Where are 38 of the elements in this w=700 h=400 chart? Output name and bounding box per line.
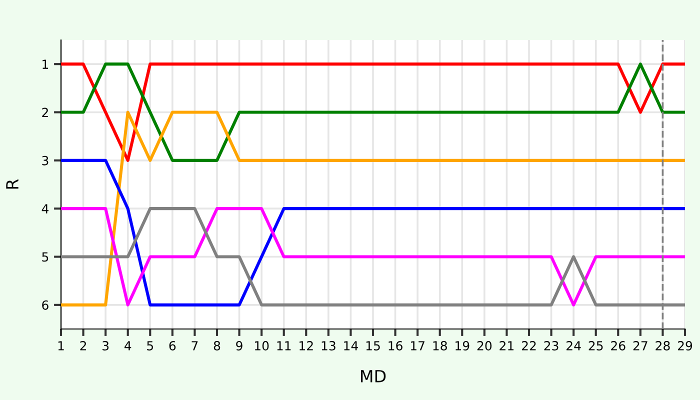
x-tick-label: 1 [58, 341, 64, 350]
x-tick-label: 26 [611, 341, 626, 350]
x-tick-label: 11 [277, 341, 291, 350]
x-tick-label: 24 [566, 341, 581, 350]
x-tick-label: 28 [656, 341, 670, 350]
x-tick-label: 20 [477, 341, 492, 350]
x-tick-label: 9 [236, 341, 242, 350]
x-tick-label: 14 [344, 341, 358, 350]
x-tick-label: 21 [500, 341, 514, 350]
y-tick-label: 2 [42, 108, 48, 117]
x-tick-label: 13 [322, 341, 336, 350]
x-tick-label: 17 [410, 341, 424, 350]
x-tick-label: 4 [124, 341, 132, 350]
x-tick-label: 27 [633, 341, 648, 350]
x-tick-label: 5 [147, 341, 154, 350]
x-tick-label: 15 [366, 341, 380, 350]
x-tick-label: 8 [214, 341, 220, 350]
line-series [61, 158, 685, 306]
y-tick-label: 4 [42, 204, 48, 214]
x-tick-label: 3 [102, 341, 109, 350]
x-tick-label: 2 [80, 341, 86, 350]
x-tick-label: 23 [544, 341, 558, 350]
x-tick-label: 19 [456, 341, 470, 350]
x-tick-label: 18 [433, 341, 447, 350]
x-tick-label: 25 [588, 341, 603, 350]
x-tick-label: 10 [254, 341, 269, 350]
y-tick-label: 6 [42, 300, 48, 310]
x-tick-label: 12 [300, 341, 313, 350]
x-tick-label: 6 [169, 341, 176, 350]
y-tick-label: 5 [42, 252, 48, 262]
x-tick-label: 7 [192, 341, 198, 350]
y-tick-label: 1 [42, 60, 48, 69]
y-tick-label: 3 [42, 156, 48, 166]
x-axis-title: MD [361, 370, 386, 382]
y-axis-title: R [6, 179, 18, 189]
x-tick-label: 29 [678, 341, 692, 350]
x-tick-label: 22 [522, 341, 536, 350]
x-tick-label: 16 [388, 341, 402, 350]
